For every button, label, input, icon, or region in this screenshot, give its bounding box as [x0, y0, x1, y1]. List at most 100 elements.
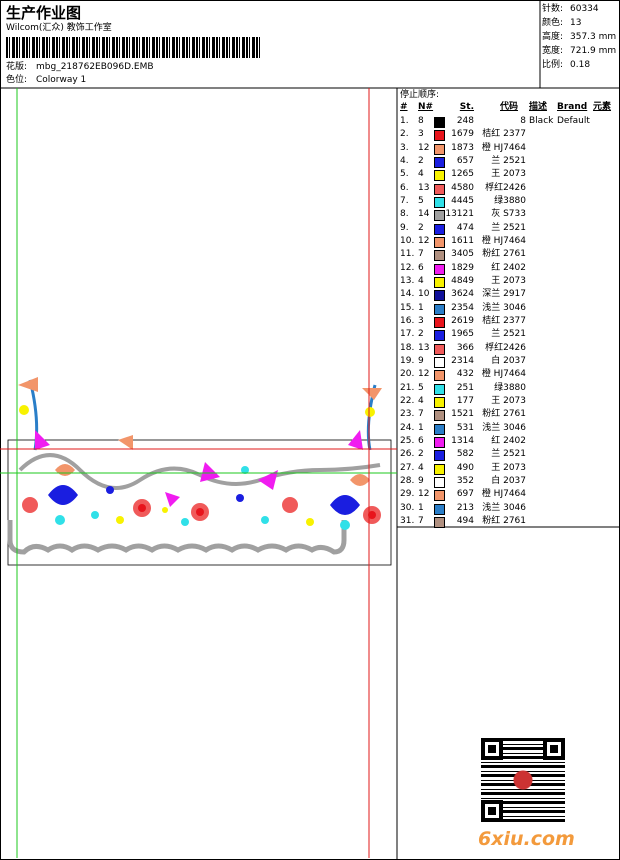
color-swatch: [434, 316, 445, 328]
stitches: 474: [456, 222, 474, 233]
stitches: 352: [456, 475, 474, 486]
column-header: 描述: [529, 102, 548, 112]
stitches: 13121: [445, 209, 474, 220]
stitches: 1314: [451, 435, 474, 446]
colorway: Colorway 1: [36, 75, 87, 85]
color-swatch: [434, 503, 445, 515]
stitches: 2619: [451, 315, 474, 326]
stitches: 657: [456, 155, 474, 166]
stitches: 1265: [451, 169, 474, 180]
color-swatch: [434, 223, 445, 235]
row-number: 23.: [400, 409, 415, 420]
color-swatch: [434, 383, 445, 395]
needle: 5: [418, 195, 424, 206]
row-number: 11.: [400, 249, 415, 260]
needle: 4: [418, 275, 424, 286]
code: 兰 2521: [491, 155, 526, 166]
row-number: 3.: [400, 142, 409, 153]
qr-finder: [543, 738, 565, 760]
stitches: 697: [456, 489, 474, 500]
color-swatch: [434, 516, 445, 528]
color-swatch: [434, 396, 445, 408]
stitches: 213: [456, 502, 474, 513]
code: 浅兰 3046: [482, 422, 526, 433]
row-number: 10.: [400, 235, 415, 246]
colorway-label: 色位:: [6, 75, 28, 85]
stitches: 366: [456, 342, 474, 353]
code: 浅兰 3046: [482, 302, 526, 313]
code: 深兰 2917: [482, 289, 526, 300]
needle: 7: [418, 249, 424, 260]
stitches: 248: [456, 116, 474, 126]
color-swatch: [434, 303, 445, 315]
color-swatch: [434, 236, 445, 248]
needle: 7: [418, 409, 424, 420]
color-swatch: [434, 210, 445, 222]
color-swatch: [434, 450, 445, 462]
stitches: 432: [456, 369, 474, 380]
needle: 8: [418, 116, 424, 126]
code: 桴红2426: [485, 342, 526, 353]
row-number: 31.: [400, 515, 415, 526]
row-number: 28.: [400, 475, 415, 486]
info-label: 比例:: [542, 60, 564, 70]
code: 桴红2426: [485, 182, 526, 193]
needle: 3: [418, 129, 424, 140]
code: 王 2073: [491, 462, 526, 473]
code: 粉红 2761: [482, 249, 526, 260]
studio: Wilcom(汇众) 教饰工作室: [6, 23, 112, 33]
row-number: 25.: [400, 435, 415, 446]
needle: 12: [418, 489, 430, 500]
watermark: 6xiu.com: [478, 828, 575, 850]
column-header: St.: [459, 102, 474, 112]
column-header: N#: [418, 102, 434, 112]
row-number: 18.: [400, 342, 415, 353]
row-number: 30.: [400, 502, 415, 513]
row-number: 14.: [400, 289, 415, 300]
barcode: [6, 37, 262, 58]
row-number: 1.: [400, 116, 409, 126]
info-label: 宽度:: [542, 46, 564, 56]
column-header: Brand: [557, 102, 588, 112]
code: 绿3880: [494, 195, 526, 206]
row-number: 8.: [400, 209, 409, 220]
info-label: 高度:: [542, 32, 564, 42]
color-swatch: [434, 183, 445, 195]
color-swatch: [434, 170, 445, 182]
needle: 1: [418, 422, 424, 433]
code: 绿3880: [494, 382, 526, 393]
color-swatch: [434, 436, 445, 448]
stitches: 1965: [451, 329, 474, 340]
row-number: 19.: [400, 355, 415, 366]
code: 桔红 2377: [482, 315, 526, 326]
needle: 1: [418, 302, 424, 313]
info-label: 针数:: [542, 4, 564, 14]
color-swatch: [434, 463, 445, 475]
color-swatch: [434, 356, 445, 368]
stitches: 4445: [451, 195, 474, 206]
stitches: 1521: [451, 409, 474, 420]
qr-finder: [481, 800, 503, 822]
needle: 12: [418, 142, 430, 153]
row-number: 24.: [400, 422, 415, 433]
embroidery-design: [7, 377, 392, 566]
color-swatch: [434, 423, 445, 435]
code: 粉红 2761: [482, 515, 526, 526]
needle: 6: [418, 435, 424, 446]
code: 橙 HJ7464: [481, 235, 526, 246]
needle: 5: [418, 382, 424, 393]
color-swatch: [434, 330, 445, 342]
needle: 9: [418, 355, 424, 366]
row-number: 9.: [400, 222, 409, 233]
stitches: 251: [456, 382, 474, 393]
stitches: 1611: [451, 235, 474, 246]
color-swatch: [434, 290, 445, 302]
needle: 4: [418, 462, 424, 473]
row-number: 15.: [400, 302, 415, 313]
code: 王 2073: [491, 169, 526, 180]
row-number: 4.: [400, 155, 409, 166]
row-number: 26.: [400, 449, 415, 460]
info-value: 357.3 mm: [570, 32, 617, 42]
code: 红 2402: [491, 435, 526, 446]
